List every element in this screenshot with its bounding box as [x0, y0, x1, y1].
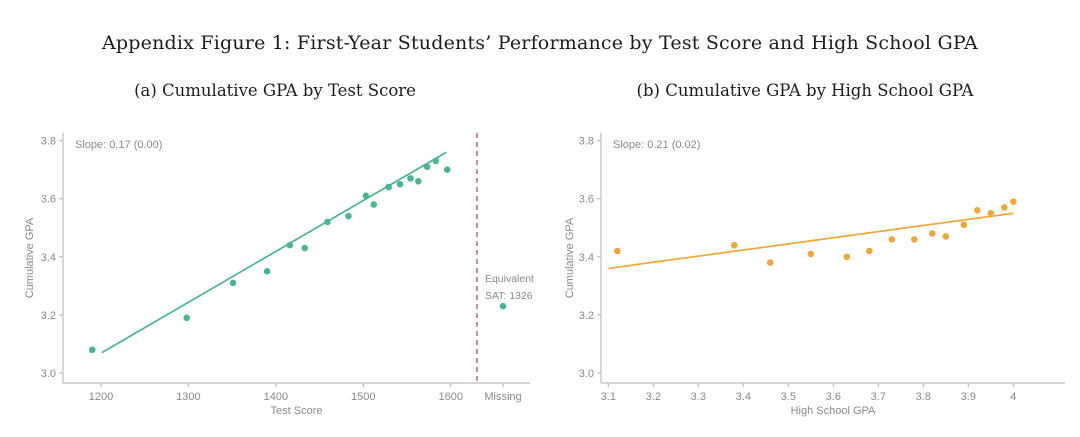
data-point: [731, 241, 738, 249]
x-axis-title: High School GPA: [791, 405, 876, 417]
y-tick-label: 3.0: [41, 368, 56, 380]
x-axis-title: Test Score: [271, 405, 323, 417]
data-point: [229, 279, 237, 287]
data-point: [396, 180, 404, 188]
x-tick-label: 3.8: [916, 391, 931, 403]
data-point: [415, 177, 422, 185]
data-point: [942, 233, 950, 240]
x-tick-label: 3.1: [601, 391, 616, 403]
x-tick-label: 3.5: [781, 391, 796, 403]
slope-annotation: Slope: 0.17 (0.00): [75, 139, 162, 151]
y-tick-label: 3.2: [41, 310, 56, 322]
panel-a-title: (a) Cumulative GPA by Test Score: [134, 81, 416, 100]
y-axis-title: Cumulative GPA: [24, 217, 36, 298]
data-point: [432, 157, 440, 165]
data-point: [987, 209, 995, 217]
data-point: [407, 175, 414, 182]
y-axis-title: Cumulative GPA: [564, 217, 576, 298]
slope-annotation: Slope: 0.21 (0.02): [613, 139, 700, 151]
trend-line: [608, 212, 1014, 270]
data-point: [866, 247, 873, 255]
data-point: [888, 236, 896, 243]
y-tick-label: 3.6: [579, 194, 594, 206]
x-tick-label: 3.9: [961, 391, 976, 403]
equivalent-sat-label: Equivalent: [485, 273, 534, 285]
y-tick-label: 3.0: [579, 368, 594, 380]
scatter-panel-a: 1200 1300 1400 1500 1600 3.0 3.2 3.4 3.6 3.8 Missi…: [24, 133, 534, 417]
data-point: [1010, 198, 1017, 205]
data-point: [370, 201, 378, 208]
data-point: [807, 250, 815, 258]
x-tick-label: 1500: [351, 391, 375, 403]
data-point: [843, 253, 851, 261]
y-tick-label: 3.2: [579, 310, 594, 322]
y-tick-label: 3.8: [579, 136, 594, 148]
x-tick-label: 1200: [89, 391, 113, 403]
x-tick-label: 1400: [264, 391, 288, 403]
y-tick-label: 3.4: [579, 252, 594, 264]
data-point: [929, 230, 936, 237]
x-tick-label: 1600: [438, 391, 462, 403]
data-point: [286, 241, 294, 249]
data-point: [345, 212, 352, 220]
x-tick-label: 3.7: [871, 391, 886, 403]
trend-line: [101, 151, 447, 354]
data-point: [423, 163, 431, 171]
x-tick-label: 3.4: [736, 391, 751, 403]
data-point: [443, 166, 451, 173]
y-tick-label: 3.4: [41, 252, 56, 264]
data-point: [263, 268, 271, 275]
x-tick-label: 3.3: [691, 391, 706, 403]
data-point: [911, 236, 918, 243]
x-tick-label: 4: [1010, 391, 1016, 403]
data-point: [614, 247, 621, 255]
data-point: [362, 192, 370, 200]
x-tick-label: 1300: [176, 391, 200, 403]
x-tick-label-missing: Missing: [484, 391, 521, 403]
data-point: [767, 259, 774, 266]
data-point: [301, 244, 309, 252]
figure-title: Appendix Figure 1: First-Year Students’ …: [102, 32, 978, 54]
data-point: [385, 183, 392, 191]
y-tick-label: 3.6: [41, 194, 56, 206]
panel-b-title: (b) Cumulative GPA by High School GPA: [636, 81, 974, 100]
y-tick-label: 3.8: [41, 136, 56, 148]
data-point: [88, 346, 96, 354]
data-point: [183, 314, 190, 322]
data-point: [974, 207, 981, 214]
data-point: [1001, 204, 1008, 211]
data-point: [324, 218, 331, 226]
equivalent-sat-label: SAT: 1326: [485, 290, 533, 302]
scatter-panel-b: 3.1 3.2 3.3 3.4 3.5 3.6 3.7 3.8 3.9 4 3.0 3.2 3.4 3.6…: [564, 133, 1065, 417]
data-point: [960, 221, 968, 229]
x-tick-label: 3.6: [826, 391, 841, 403]
x-tick-label: 3.2: [646, 391, 661, 403]
missing-data-point: [499, 302, 507, 310]
